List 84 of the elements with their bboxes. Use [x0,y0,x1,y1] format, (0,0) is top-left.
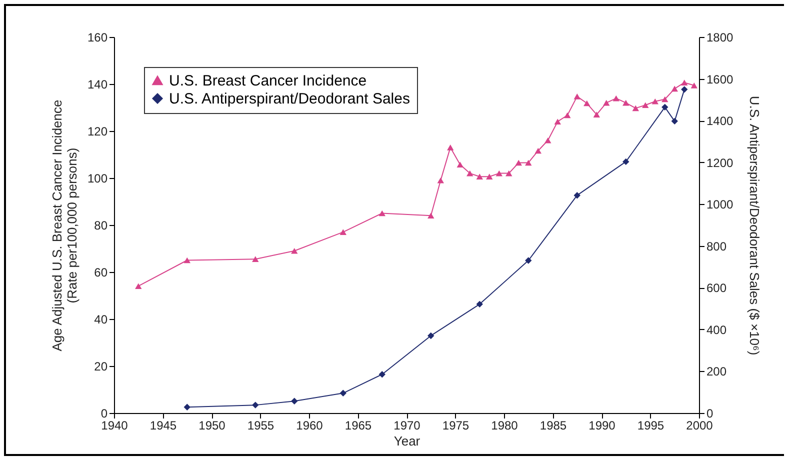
y2-tick-label: 0 [706,406,714,420]
point [584,100,590,106]
x-tick-label: 1995 [637,418,664,432]
point [486,174,493,180]
point [681,80,688,86]
x-tick-label: 1990 [588,418,616,432]
point [428,212,434,219]
x-tick-label: 1985 [540,418,567,432]
point [662,104,668,111]
y-tick-label: 0 [100,406,108,420]
point [466,170,474,176]
point [252,256,259,262]
point [603,100,610,106]
point [252,402,259,408]
y-tick-label: 160 [87,30,108,44]
y-tick-label: 120 [87,124,108,138]
point [525,160,532,166]
point [506,170,512,176]
point [476,300,483,308]
y-axis-title: Age Adjusted U.S. Breast Cancer Incidence (Rate per100,000 persons) [49,100,80,352]
point [593,112,600,118]
point [291,248,298,254]
y2-tick-label: 600 [706,281,727,296]
point [690,82,698,88]
point [622,158,630,166]
y-tick-label: 20 [94,360,108,374]
x-tick-label: 1950 [198,418,226,432]
y2-tick-label: 1800 [706,30,734,44]
point [574,94,580,100]
point [681,86,688,93]
point [184,257,190,264]
x-axis-title: Year [394,434,421,448]
x-tick-label: 1960 [296,418,324,432]
y-tick-label: 80 [94,218,108,232]
point [642,102,649,108]
point [525,257,532,264]
point [574,192,580,199]
y2-tick-label: 1000 [706,198,734,212]
x-tick-label: 2000 [686,418,714,432]
x-tick-label: 1945 [150,418,177,432]
point [612,95,620,102]
point [378,371,386,378]
y-tick-label: 140 [87,78,108,92]
y2-tick-label: 1600 [706,72,734,86]
point [378,210,386,216]
point [622,100,630,106]
x-tick-label: 1965 [344,418,372,432]
point [291,398,298,404]
x-tick-label: 1970 [394,418,421,432]
point [544,137,552,144]
point [564,112,571,118]
x-tick-label: 1980 [491,418,518,432]
point [447,144,454,150]
y2-tick-label: 1200 [706,156,734,170]
point [632,105,639,112]
y2-tick-label: 1400 [706,114,734,128]
y-tick-label: 40 [94,312,108,326]
point [428,332,434,340]
point [437,177,444,184]
y2-tick-label: 400 [706,322,727,337]
y-tick-label: 100 [87,172,108,186]
y2-tick-label: 800 [706,239,727,254]
point [456,162,464,168]
legend-label: U.S. Breast Cancer Incidence [169,72,367,90]
point [671,86,678,92]
point [135,283,142,290]
point [515,160,522,166]
point [340,229,346,235]
point [671,118,678,125]
x-tick-label: 1955 [247,418,274,432]
point [496,170,502,176]
y2-tick-label: 200 [706,364,727,379]
legend-label: U.S. Antiperspirant/Deodorant Sales [169,90,410,108]
point [184,404,190,411]
point [476,174,483,180]
point [534,148,542,154]
point [340,390,346,397]
point [652,98,658,104]
point [662,96,668,102]
x-tick-label: 1940 [101,418,128,432]
point [554,118,561,125]
x-tick-label: 1975 [442,418,470,432]
y2-axis-title: U.S. Antiperspirant/Deodorant Sales ($ ×10⁶) [747,96,762,356]
y-tick-label: 60 [94,266,108,280]
